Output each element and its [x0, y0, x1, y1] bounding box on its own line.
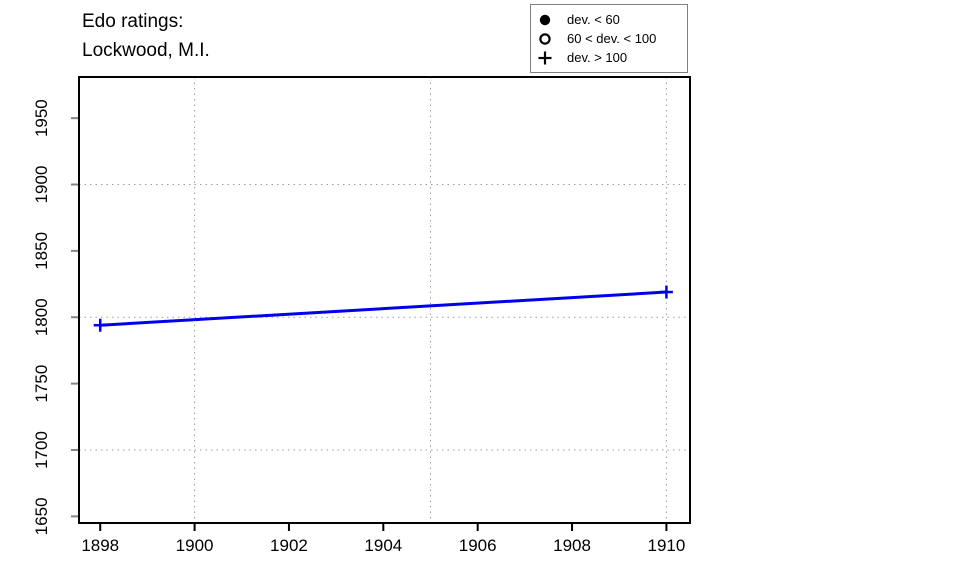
legend-item-label: 60 < dev. < 100: [567, 31, 657, 46]
x-tick-label: 1898: [81, 536, 119, 555]
legend-item-label: dev. < 60: [567, 12, 620, 27]
chart-title: Edo ratings: Lockwood, M.I.: [82, 11, 210, 61]
legend-item-label: dev. > 100: [567, 50, 628, 65]
y-tick-label: 1700: [32, 431, 51, 469]
open-circle-icon: [539, 32, 551, 45]
legend: dev. < 60 60 < dev. < 100 dev. > 100: [530, 4, 688, 73]
plus-icon: [538, 51, 552, 64]
x-tick-label: 1904: [364, 536, 402, 555]
y-tick-label: 1650: [32, 497, 51, 535]
x-tick-label: 1902: [270, 536, 308, 555]
x-tick-label: 1908: [553, 536, 591, 555]
y-tick-label: 1750: [32, 365, 51, 403]
legend-item-dev-lt-60: dev. < 60: [531, 11, 687, 28]
x-tick-label: 1910: [647, 536, 685, 555]
x-tick-label: 1906: [459, 536, 497, 555]
y-tick-label: 1900: [32, 166, 51, 204]
legend-item-dev-gt-100: dev. > 100: [531, 49, 687, 66]
y-tick-label: 1850: [32, 232, 51, 270]
rating-line: [100, 290, 667, 327]
legend-item-dev-60-100: 60 < dev. < 100: [531, 30, 687, 47]
plot-frame: [78, 76, 691, 524]
y-tick-label: 1950: [32, 99, 51, 137]
filled-circle-icon: [539, 14, 551, 25]
y-tick-label: 1800: [32, 298, 51, 336]
x-tick-label: 1900: [176, 536, 214, 555]
